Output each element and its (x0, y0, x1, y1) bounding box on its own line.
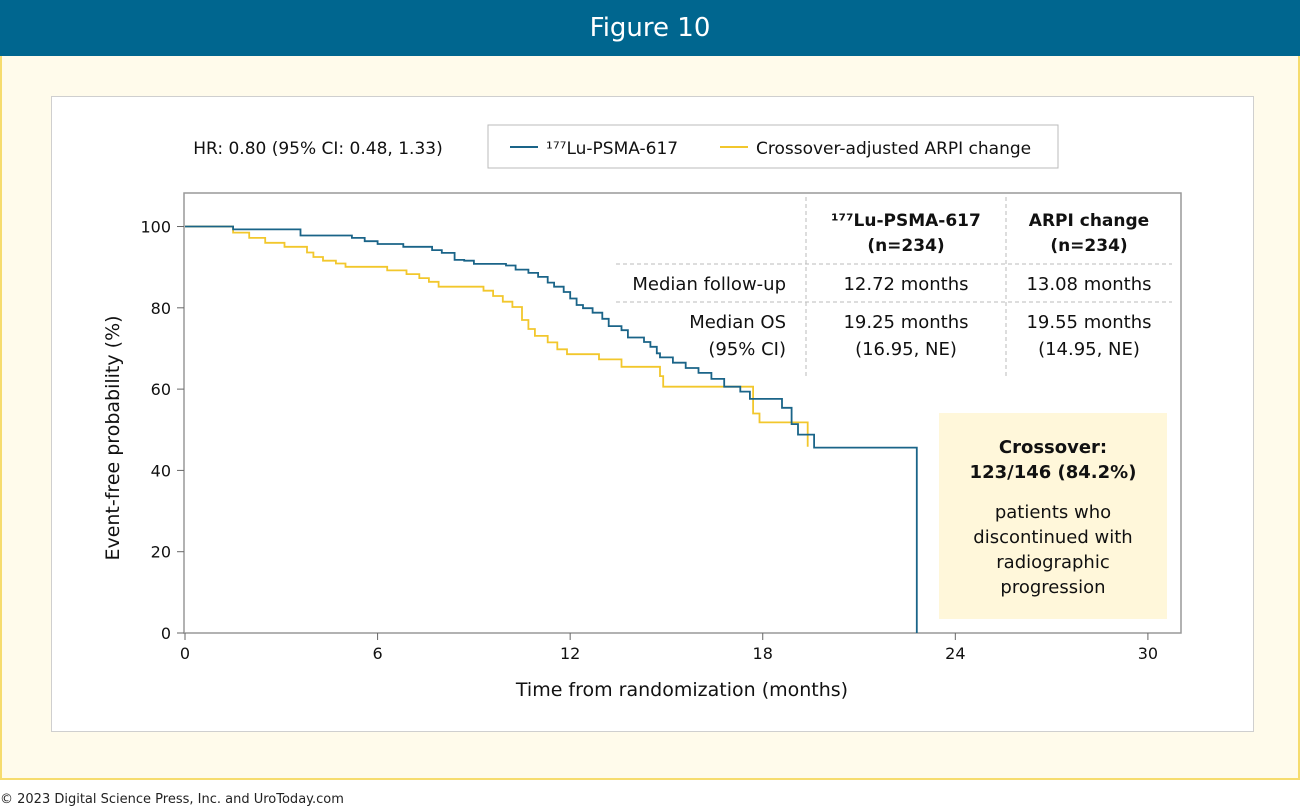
legend: ¹⁷⁷Lu-PSMA-617 Crossover-adjusted ARPI ch… (510, 139, 1031, 159)
y-tick-label: 80 (151, 299, 171, 318)
crossover-title: Crossover: (999, 437, 1107, 458)
crossover-box (939, 413, 1167, 619)
copyright: © 2023 Digital Science Press, Inc. and U… (0, 792, 344, 807)
figure-title: Figure 10 (589, 13, 711, 43)
y-tick-label: 0 (161, 624, 171, 643)
y-tick-label: 100 (140, 218, 171, 237)
axes: 0 6 12 18 24 30 0 20 40 60 80 100 (140, 218, 1158, 663)
table-cell: (16.95, NE) (855, 339, 957, 360)
table-cell: 13.08 months (1026, 274, 1151, 295)
table-header: ¹⁷⁷Lu-PSMA-617 (831, 211, 981, 231)
y-tick-label: 60 (151, 380, 171, 399)
km-curves (185, 225, 918, 633)
legend-label: Crossover-adjusted ARPI change (756, 139, 1031, 159)
table-header: (n=234) (1050, 236, 1127, 256)
legend-box (487, 124, 1059, 169)
table-row-label: Median OS (689, 312, 786, 333)
table-cell: (14.95, NE) (1038, 339, 1140, 360)
x-tick-label: 24 (945, 644, 965, 663)
figure-banner: Figure 10 (0, 0, 1300, 56)
crossover-body: discontinued with (973, 527, 1132, 548)
y-tick-label: 20 (151, 543, 171, 562)
table-cell: 19.25 months (843, 312, 968, 333)
x-tick-label: 0 (180, 644, 190, 663)
table-row-label: Median follow-up (632, 274, 786, 295)
series-line (185, 225, 809, 447)
x-tick-label: 18 (753, 644, 773, 663)
legend-label: ¹⁷⁷Lu-PSMA-617 (546, 139, 678, 159)
hazard-ratio-text: HR: 0.80 (95% CI: 0.48, 1.33) (193, 139, 442, 159)
plot-frame (183, 192, 1182, 634)
x-axis-label: Time from randomization (months) (515, 679, 848, 701)
x-tick-label: 30 (1138, 644, 1158, 663)
y-axis-label: Event-free probability (%) (102, 315, 124, 560)
crossover-title: 123/146 (84.2%) (970, 462, 1137, 483)
x-tick-label: 12 (560, 644, 580, 663)
table-cell: 19.55 months (1026, 312, 1151, 333)
table-header: ARPI change (1029, 211, 1149, 231)
stats-table: ¹⁷⁷Lu-PSMA-617 (n=234) ARPI change (n=234) M… (616, 197, 1172, 377)
crossover-body: patients who (995, 502, 1111, 523)
crossover-body: progression (1000, 577, 1105, 598)
table-header: (n=234) (867, 236, 944, 256)
series-line (185, 225, 918, 633)
crossover-body: radiographic (996, 552, 1109, 573)
x-tick-label: 6 (372, 644, 382, 663)
crossover-text: Crossover: 123/146 (84.2%) patients who dis… (970, 437, 1137, 598)
y-tick-label: 40 (151, 461, 171, 480)
table-cell: 12.72 months (843, 274, 968, 295)
table-row-label: (95% CI) (708, 339, 786, 360)
